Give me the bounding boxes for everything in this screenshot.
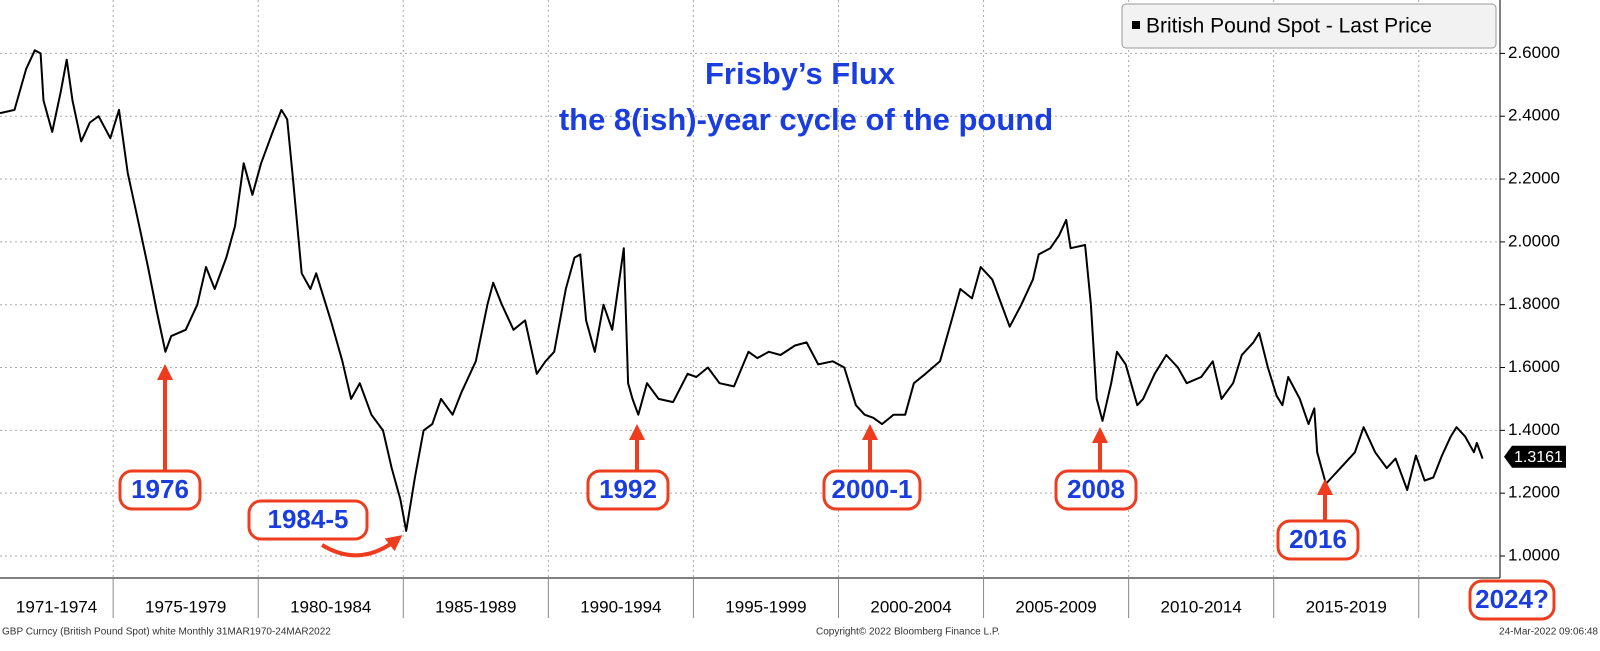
annotation-label: 2008 — [1067, 474, 1125, 504]
annotation-label: 1992 — [599, 474, 657, 504]
annotation-box — [1054, 469, 1138, 511]
y-tick-label: 2.6000 — [1508, 43, 1560, 62]
x-period-label: 1975-1979 — [145, 597, 226, 616]
last-price-tag — [1504, 445, 1566, 468]
legend-label: British Pound Spot - Last Price — [1146, 15, 1432, 38]
x-period-label: 2010-2014 — [1161, 597, 1242, 616]
footer-left: GBP Curncy (British Pound Spot) white Mo… — [2, 627, 331, 638]
annotation-box — [118, 469, 202, 511]
x-period-label: 1990-1994 — [580, 597, 661, 616]
annotation-box — [822, 469, 922, 511]
x-period-label: 1985-1989 — [435, 597, 516, 616]
x-period-label: 2000-2004 — [870, 597, 951, 616]
legend-box — [1121, 3, 1497, 49]
x-period-label: 1980-1984 — [290, 597, 371, 616]
annotation-label: 2016 — [1289, 524, 1347, 554]
chart-subtitle: the 8(ish)-year cycle of the pound — [559, 102, 1053, 137]
x-period-label: 2015-2019 — [1306, 597, 1387, 616]
annotation-label: 2000-1 — [832, 474, 913, 504]
y-tick-label: 2.0000 — [1508, 231, 1560, 250]
y-tick-label: 1.2000 — [1508, 483, 1560, 502]
y-tick-label: 1.0000 — [1508, 545, 1560, 564]
y-tick-label: 1.4000 — [1508, 420, 1560, 439]
annotation-arrow — [320, 535, 403, 558]
chart-title: Frisby’s Flux — [705, 56, 896, 91]
footer-center: Copyright© 2022 Bloomberg Finance L.P. — [816, 627, 1000, 638]
annotation-box — [1276, 519, 1360, 561]
y-tick-label: 1.6000 — [1508, 357, 1560, 376]
annotation-label: 1984-5 — [268, 504, 349, 534]
y-tick-label: 1.8000 — [1508, 294, 1560, 313]
annotation-box — [586, 469, 670, 511]
footer-right: 24-Mar-2022 09:06:48 — [1499, 627, 1598, 638]
annotation-box — [247, 499, 369, 541]
x-period-label: 2005-2009 — [1015, 597, 1096, 616]
y-tick-label: 2.2000 — [1508, 169, 1560, 188]
x-period-label: 1995-1999 — [725, 597, 806, 616]
annotation-label: 1976 — [131, 474, 189, 504]
x-period-label: 1971-1974 — [16, 597, 97, 616]
y-tick-label: 2.4000 — [1508, 106, 1560, 125]
last-price-label: 1.3161 — [1514, 449, 1563, 466]
price-line — [0, 49, 1484, 532]
annotation-label: 2024? — [1475, 584, 1549, 614]
annotation-box — [1468, 579, 1556, 621]
legend-swatch — [1132, 21, 1140, 29]
